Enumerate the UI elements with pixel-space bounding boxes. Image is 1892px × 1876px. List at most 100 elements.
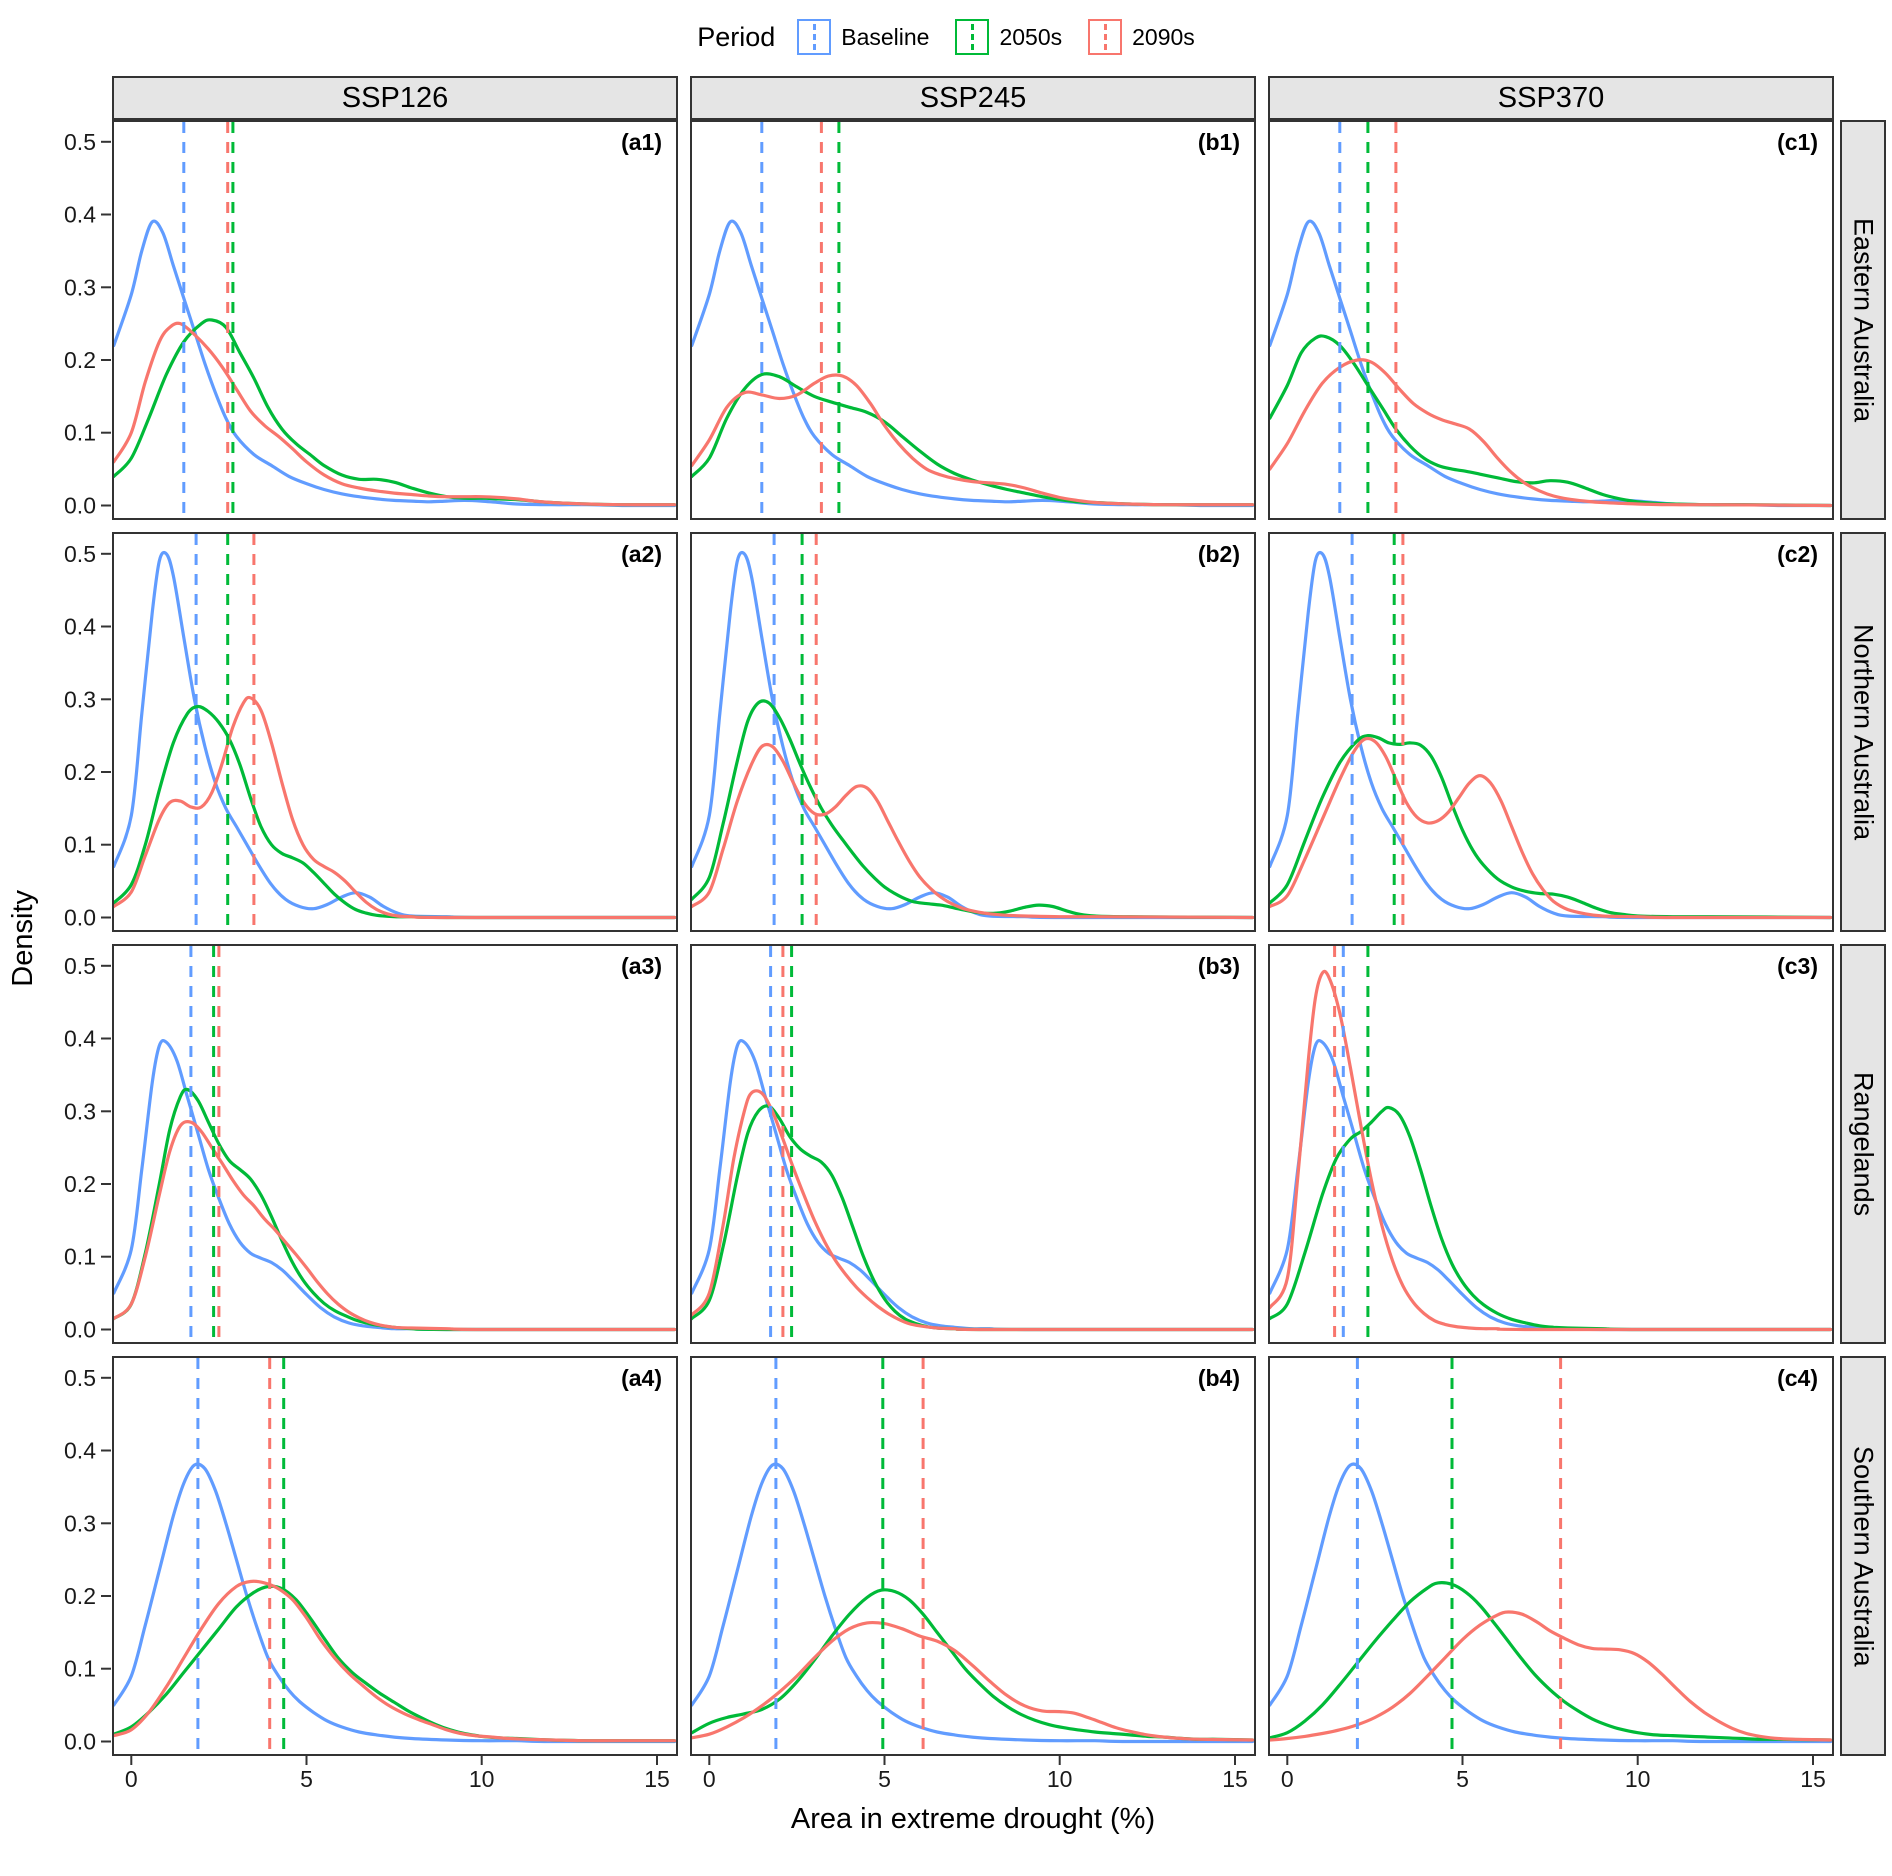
y-tick-label: 0.5 <box>64 1365 96 1391</box>
y-axis-title: Density <box>6 889 39 987</box>
panel-label: (c2) <box>1777 541 1818 567</box>
facet-row-label: Northern Australia <box>1848 623 1879 841</box>
density-curve-2090s <box>690 1620 1255 1742</box>
panel-label: (c4) <box>1777 1365 1818 1391</box>
y-tick-label: 0.3 <box>64 686 96 712</box>
density-curve-2090s <box>112 695 677 920</box>
panel-a4: (a4) <box>112 1356 678 1756</box>
y-tick-label: 0.2 <box>64 1583 96 1609</box>
facet-row-strip-southern-australia: Southern Australia <box>1840 1356 1886 1756</box>
density-curve-2090s <box>1268 969 1833 1332</box>
y-tick-label: 0.0 <box>64 1317 96 1343</box>
density-curve-2050s <box>112 704 677 920</box>
panel-border <box>1268 1356 1834 1756</box>
panel-border <box>690 944 1256 1344</box>
panel-label: (b1) <box>1198 129 1240 155</box>
x-axis-col-2: 0 5 10 15 <box>690 1756 1256 1790</box>
facet-col-label: SSP126 <box>341 81 449 114</box>
x-axis: 0 5 10 15 <box>1281 1756 1826 1790</box>
panel-a1: (a1) <box>112 120 678 520</box>
facet-row-label: Eastern Australia <box>1848 217 1879 423</box>
legend-key-dashed-line <box>971 24 975 50</box>
density-curve-baseline <box>690 550 1255 920</box>
y-axis-row-4: 0.0 0.1 0.2 0.3 0.4 0.5 <box>40 1356 112 1756</box>
density-curve-2090s <box>690 373 1255 507</box>
panel-c2: (c2) <box>1268 532 1834 932</box>
panel-plot-c1: (c1) <box>1268 120 1834 520</box>
panel-a2: (a2) <box>112 532 678 932</box>
density-curve-baseline <box>690 1038 1255 1332</box>
legend-key-dashed-line <box>813 24 817 50</box>
facet-col-strip-ssp126: SSP126 <box>112 76 678 120</box>
panel-label: (b3) <box>1198 953 1240 979</box>
panel-c4: (c4) <box>1268 1356 1834 1756</box>
legend-item-baseline: Baseline <box>797 19 929 55</box>
panel-border <box>112 120 678 520</box>
panel-plot-b1: (b1) <box>690 120 1256 520</box>
x-tick-label: 10 <box>469 1766 495 1790</box>
facet-col-strip-ssp370: SSP370 <box>1268 76 1834 120</box>
density-curve-baseline <box>690 1462 1255 1744</box>
facet-row-label: Southern Australia <box>1848 1445 1879 1667</box>
panel-plot-a2: (a2) <box>112 532 678 932</box>
y-tick-label: 0.0 <box>64 493 96 519</box>
facet-grid: Density Area in extreme drought (%) SSP1… <box>6 76 1886 1838</box>
legend-entry-label: 2050s <box>999 23 1063 50</box>
y-tick-label: 0.5 <box>64 953 96 979</box>
y-tick-label: 0.2 <box>64 759 96 785</box>
panel-plot-a3: (a3) <box>112 944 678 1344</box>
y-tick-label: 0.0 <box>64 1729 96 1755</box>
panel-plot-b3: (b3) <box>690 944 1256 1344</box>
density-curve-2050s <box>690 1104 1255 1332</box>
x-tick-label: 0 <box>125 1766 138 1790</box>
facet-row-strip-rangelands: Rangelands <box>1840 944 1886 1344</box>
y-tick-label: 0.1 <box>64 1244 96 1270</box>
facet-col-label: SSP245 <box>919 81 1027 114</box>
panel-border <box>690 1356 1256 1756</box>
panel-b3: (b3) <box>690 944 1256 1344</box>
panel-b2: (b2) <box>690 532 1256 932</box>
legend-entries: Baseline 2050s 2090s <box>797 19 1195 55</box>
panel-c1: (c1) <box>1268 120 1834 520</box>
y-tick-label: 0.3 <box>64 1098 96 1124</box>
density-curve-2090s <box>1268 1610 1833 1742</box>
density-curve-2090s <box>690 742 1255 920</box>
x-axis-col-3: 0 5 10 15 <box>1268 1756 1834 1790</box>
panel-border <box>112 1356 678 1756</box>
density-curve-2050s <box>690 372 1255 507</box>
x-tick-label: 10 <box>1047 1766 1073 1790</box>
panel-c3: (c3) <box>1268 944 1834 1344</box>
panel-plot-b2: (b2) <box>690 532 1256 932</box>
density-curve-baseline <box>1268 1462 1833 1744</box>
legend-item-2050s: 2050s <box>955 19 1062 55</box>
legend-key-icon <box>955 19 990 55</box>
y-tick-label: 0.0 <box>64 905 96 931</box>
y-axis-row-3: 0.0 0.1 0.2 0.3 0.4 0.5 <box>40 944 112 1344</box>
panel-label: (a1) <box>621 129 662 155</box>
x-axis-title: Area in extreme drought (%) <box>790 1803 1156 1835</box>
x-tick-label: 0 <box>1281 1766 1294 1790</box>
density-curve-2090s <box>1268 358 1833 508</box>
density-curve-baseline <box>112 1462 677 1744</box>
y-tick-label: 0.2 <box>64 1171 96 1197</box>
density-curve-2090s <box>112 1120 677 1332</box>
density-curve-2090s <box>112 1579 677 1743</box>
panel-label: (a4) <box>621 1365 662 1391</box>
y-tick-label: 0.4 <box>64 614 96 640</box>
panel-label: (c3) <box>1777 953 1818 979</box>
panel-border <box>1268 944 1834 1344</box>
y-axis: 0.0 0.1 0.2 0.3 0.4 0.5 <box>64 1365 111 1755</box>
density-curve-baseline <box>112 219 677 508</box>
y-tick-label: 0.1 <box>64 832 96 858</box>
panel-border <box>112 532 678 932</box>
facet-row-strip-eastern-australia: Eastern Australia <box>1840 120 1886 520</box>
density-curve-2050s <box>1268 1581 1833 1742</box>
density-curve-baseline <box>112 1038 677 1332</box>
panel-label: (a2) <box>621 541 662 567</box>
y-tick-label: 0.4 <box>64 1026 96 1052</box>
panel-border <box>1268 120 1834 520</box>
y-tick-label: 0.3 <box>64 1510 96 1536</box>
legend-title: Period <box>697 21 776 52</box>
y-axis-row-1: 0.0 0.1 0.2 0.3 0.4 0.5 <box>40 120 112 520</box>
legend-item-2090s: 2090s <box>1088 19 1195 55</box>
